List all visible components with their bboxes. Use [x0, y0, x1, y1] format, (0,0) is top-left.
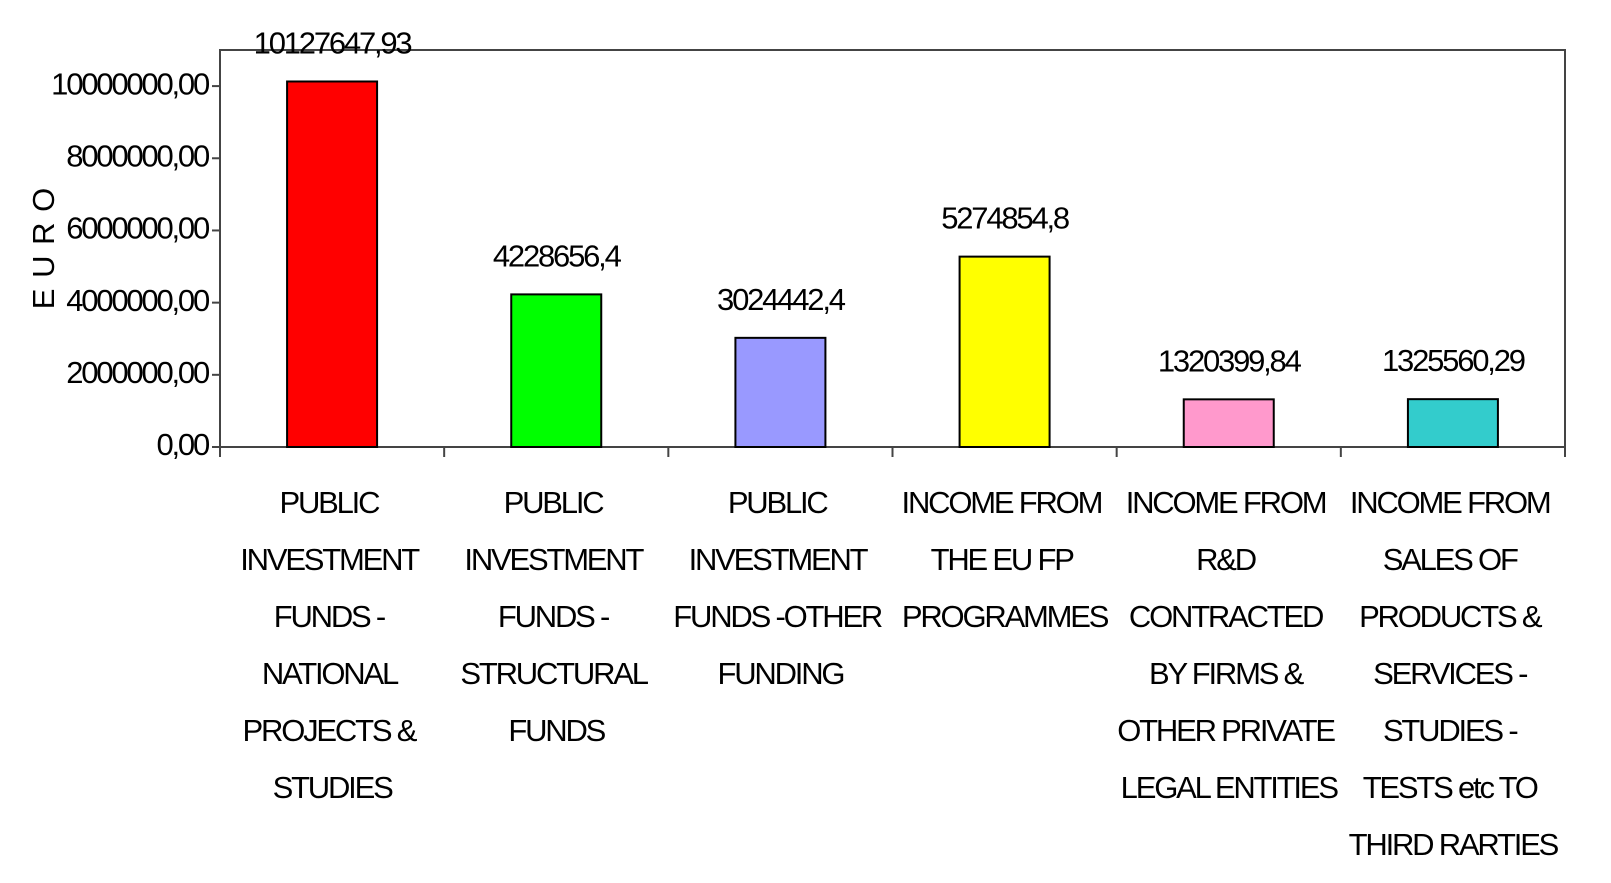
value-label: 5274854,8 — [941, 201, 1069, 236]
x-tick-label: PUBLIC INVESTMENT FUNDS -OTHER FUNDING — [673, 485, 887, 691]
value-label: 1325560,29 — [1382, 343, 1525, 378]
y-tick-label: 6000000,00 — [66, 211, 210, 246]
value-label: 4228656,4 — [493, 238, 622, 273]
y-tick-label: 2000000,00 — [66, 355, 210, 390]
x-tick-label: PUBLIC INVESTMENT FUNDS - STRUCTURAL FUN… — [460, 485, 652, 748]
value-label: 1320399,84 — [1158, 343, 1302, 378]
x-tick-label: INCOME FROM THE EU FP PROGRAMMES — [902, 485, 1109, 634]
y-axis-label: E U R O — [26, 187, 61, 309]
x-tick-label: PUBLIC INVESTMENT FUNDS - NATIONAL PROJE… — [240, 485, 424, 805]
bar — [1406, 398, 1499, 449]
y-tick-label: 0,00 — [156, 427, 209, 462]
y-tick-label: 4000000,00 — [66, 283, 210, 318]
plot-frame — [219, 49, 1566, 448]
x-tick-label: INCOME FROM R&D CONTRACTED BY FIRMS & OT… — [1117, 485, 1340, 805]
bar — [734, 336, 827, 448]
y-tick-label: 10000000,00 — [51, 66, 210, 101]
bar — [286, 80, 379, 448]
y-tick-label: 8000000,00 — [66, 138, 210, 173]
value-label: 3024442,4 — [717, 282, 846, 317]
x-tick-label: INCOME FROM SALES OF PRODUCTS & SERVICES… — [1349, 485, 1559, 862]
bar — [958, 255, 1051, 448]
bar — [1182, 398, 1275, 449]
bar — [510, 293, 603, 448]
value-label: 10127647,93 — [254, 25, 412, 60]
